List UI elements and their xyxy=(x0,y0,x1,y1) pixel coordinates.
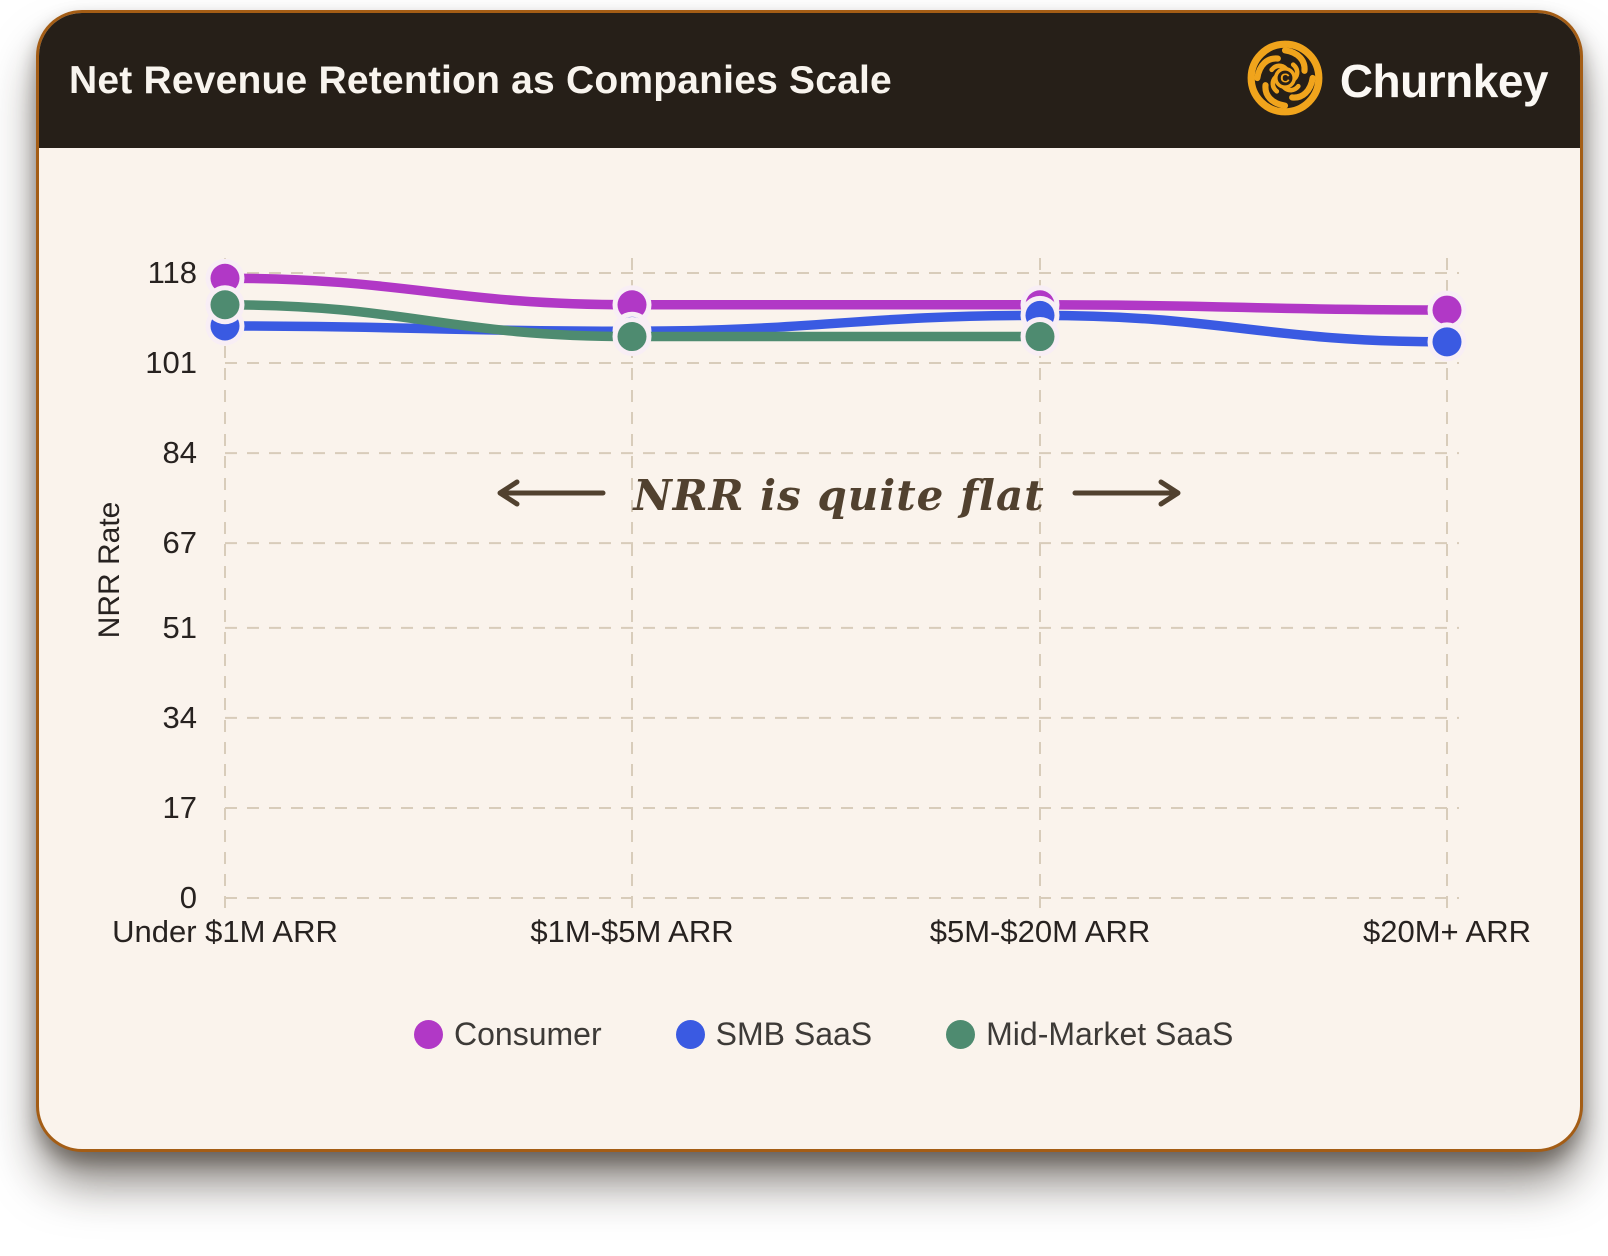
chart-area: NRR Rate 0 17 34 51 67 84 101 118 Under $1M ARR… xyxy=(39,148,1580,1149)
y-tick-label: 51 xyxy=(162,609,197,645)
legend-swatch xyxy=(675,1020,705,1049)
brand: C Churnkey xyxy=(1244,37,1549,124)
legend-item: Mid-Market SaaS xyxy=(946,1016,1233,1053)
y-tick-label: 67 xyxy=(162,525,197,561)
legend: Consumer SMB SaaS Mid-Market SaaS xyxy=(414,1016,1233,1053)
y-tick-label: 0 xyxy=(179,880,197,915)
churnkey-logo-icon: C xyxy=(1244,37,1326,124)
legend-label: Mid-Market SaaS xyxy=(986,1016,1234,1052)
legend-item: Consumer xyxy=(414,1016,602,1053)
legend-swatch xyxy=(414,1020,443,1049)
y-tick-label: 34 xyxy=(162,699,197,735)
x-tick-label: Under $1M ARR xyxy=(112,914,338,949)
arrow-right-icon xyxy=(1071,476,1183,515)
brand-name: Churnkey xyxy=(1339,54,1549,107)
card-header: Net Revenue Retention as Companies Scale xyxy=(39,13,1580,148)
x-tick-label: $1M-$5M ARR xyxy=(530,914,734,949)
x-tick-label: $20M+ ARR xyxy=(1362,914,1531,949)
arrow-left-icon xyxy=(495,476,607,515)
annotation-text: NRR is quite flat xyxy=(633,470,1045,520)
svg-text:C: C xyxy=(1280,71,1290,86)
x-tick-label: $5M-$20M ARR xyxy=(929,914,1151,949)
legend-label: SMB SaaS xyxy=(715,1016,873,1052)
legend-swatch xyxy=(946,1020,976,1049)
line-chart-svg xyxy=(205,258,1467,912)
y-tick-label: 17 xyxy=(162,789,197,825)
legend-item: SMB SaaS xyxy=(675,1016,873,1053)
legend-label: Consumer xyxy=(454,1016,602,1052)
annotation: NRR is quite flat xyxy=(469,460,1209,530)
y-tick-label: 101 xyxy=(145,345,197,381)
page-title: Net Revenue Retention as Companies Scale xyxy=(69,58,892,102)
y-tick-label: 118 xyxy=(147,255,197,290)
y-tick-label: 84 xyxy=(162,435,197,471)
chart-card: Net Revenue Retention as Companies Scale xyxy=(36,10,1583,1152)
